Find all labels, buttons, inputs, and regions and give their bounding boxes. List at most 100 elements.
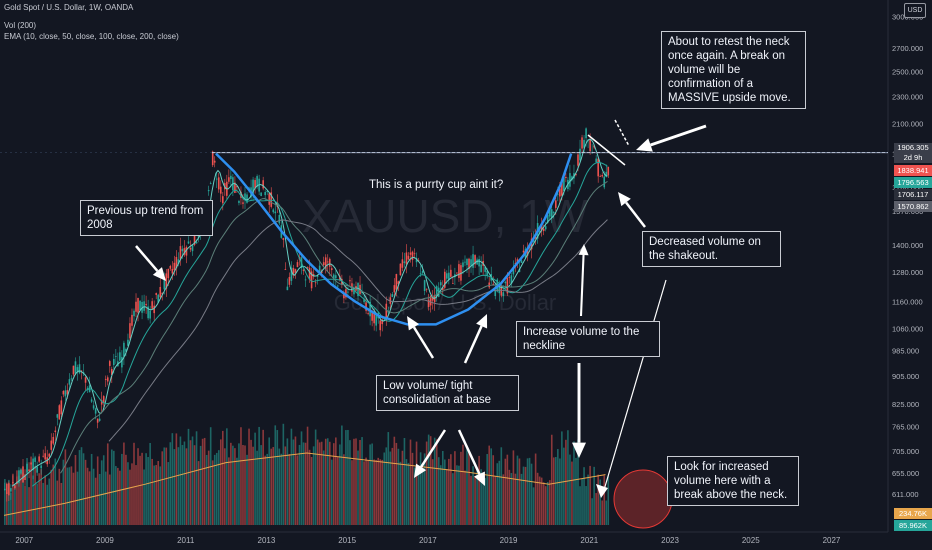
volume-bar (213, 454, 216, 525)
candle-body (286, 286, 289, 291)
volume-bar (490, 448, 493, 525)
candle-body (561, 182, 563, 196)
volume-bar (363, 461, 365, 525)
volume-bar (189, 440, 192, 525)
candle-body (444, 271, 446, 288)
price-badge-ema10: 1838.941 (894, 165, 932, 176)
candle-body (14, 485, 16, 489)
volume-bar (173, 449, 176, 525)
candle-body (62, 391, 65, 395)
candle-body (222, 196, 224, 204)
volume-bar (100, 460, 103, 525)
candle-body (165, 273, 168, 289)
candle-body (149, 310, 151, 319)
volume-bar (429, 436, 432, 525)
candle-body (113, 358, 115, 366)
volume-bar (502, 474, 505, 525)
volume-legend: Vol (200) (4, 21, 37, 30)
candle-body (18, 470, 20, 484)
volume-bar (575, 457, 577, 525)
volume-bars (4, 423, 610, 525)
arrow-shaft (412, 326, 435, 359)
candle-body (272, 209, 275, 213)
volume-bar (421, 467, 424, 525)
volume-bar (330, 459, 333, 525)
volume-bar (113, 450, 115, 525)
volume-bar (207, 450, 210, 525)
candle-body (50, 440, 53, 450)
volume-bar (415, 441, 418, 525)
candle-body (145, 303, 147, 306)
volume-bar (409, 439, 412, 525)
volume-bar (48, 478, 51, 525)
volume-bar (324, 438, 327, 525)
candle-body (381, 319, 384, 325)
volume-bar (4, 479, 6, 525)
volume-bar (567, 430, 569, 525)
candle-body (111, 369, 113, 376)
candle-body (177, 259, 180, 264)
arrow-head (578, 244, 589, 256)
candle-body (24, 474, 26, 481)
volume-bar (423, 453, 426, 525)
candle-body (185, 246, 188, 256)
candle-body (137, 297, 139, 313)
ema-legend: EMA (10, close, 50, close, 100, close, 2… (4, 32, 179, 41)
candle-body (76, 367, 79, 372)
candle-body (397, 281, 400, 285)
volume-bar (135, 465, 137, 525)
volume-bar (371, 443, 373, 525)
volume-bar (333, 443, 335, 525)
volume-bar (367, 460, 369, 525)
candle-body (324, 257, 327, 270)
volume-bar (349, 440, 351, 525)
volume-bar (437, 457, 440, 525)
candle-body (526, 247, 529, 256)
annotation-shakeout: Decreased volume on the shakeout. (642, 231, 781, 267)
candle-body (328, 258, 331, 267)
volume-bar (450, 454, 452, 525)
arrow-head (473, 471, 485, 486)
candle-body (601, 175, 604, 177)
candle-body (413, 253, 416, 255)
candle-body (44, 453, 46, 460)
volume-bar (478, 455, 480, 525)
volume-bar (550, 434, 553, 525)
volume-bar (480, 469, 482, 525)
ema-200-line (108, 219, 608, 442)
volume-bar (272, 447, 275, 525)
candle-body (189, 247, 192, 250)
candle-body (308, 267, 311, 280)
volume-bar (6, 492, 8, 525)
volume-bar (383, 452, 386, 525)
y-tick-label: 1060.000 (892, 325, 923, 334)
candle-body (8, 483, 10, 496)
volume-bar (399, 461, 402, 525)
volume-bar (500, 447, 503, 525)
volume-bar (310, 456, 313, 525)
y-tick-label: 2300.000 (892, 92, 923, 101)
volume-bar (452, 473, 454, 525)
volume-bar (165, 447, 168, 525)
volume-bar (84, 459, 87, 525)
volume-bar (102, 455, 105, 525)
volume-bar (236, 457, 238, 525)
volume-bar (145, 453, 147, 525)
volume-bar (163, 447, 166, 525)
volume-bar (607, 476, 610, 525)
volume-bar (328, 441, 331, 525)
volume-bar (532, 487, 535, 525)
candle-body (68, 379, 71, 385)
currency-button[interactable]: USD (904, 3, 926, 18)
arrow-shaft (650, 124, 707, 147)
volume-bar (401, 450, 404, 525)
volume-bar (425, 441, 428, 525)
volume-bar (484, 478, 486, 525)
volume-bar (454, 451, 456, 525)
volume-bar (603, 475, 606, 525)
volume-bar (361, 437, 363, 525)
candle-body (217, 177, 220, 190)
volume-bar (308, 449, 311, 525)
candle-body (363, 299, 365, 303)
volume-bar (431, 459, 434, 525)
